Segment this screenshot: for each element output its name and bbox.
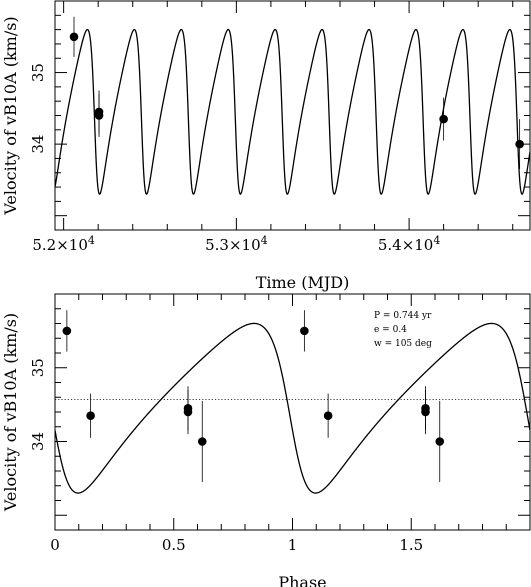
bot-x-tick-label: 1.5: [399, 536, 423, 554]
bottom-y-axis-label: Velocity of vB10A (km/s): [1, 313, 20, 512]
top-model-curve: [55, 28, 530, 195]
top-plot-frame: [54, 0, 531, 231]
bottom-x-axis-label: Phase: [278, 573, 326, 587]
bot-data-point: [197, 437, 207, 446]
bot-data-point: [435, 437, 445, 446]
bot-plot-area: [55, 322, 530, 494]
top-panel-time-series: Time (MJD) Velocity of vB10A (km/s) 5.2×…: [1, 0, 531, 292]
bot-y-tick-label: 35: [29, 358, 47, 377]
bot-model-curve: [55, 322, 530, 494]
top-x-tick-label: 5.4×104: [378, 234, 441, 254]
eccentricity-annotation: e = 0.4: [374, 325, 407, 335]
bot-plot-frame: [54, 293, 531, 531]
bottom-panel-phase-folded: Phase Velocity of vB10A (km/s) P = 0.744…: [1, 293, 531, 587]
top-data-point: [69, 32, 79, 42]
bot-x-tick-label: 0: [50, 536, 60, 554]
top-x-tick-label: 5.3×104: [205, 234, 268, 254]
top-data-point: [515, 139, 524, 149]
bot-data-point: [323, 411, 333, 420]
bot-data-point: [62, 326, 72, 336]
bot-data-point: [300, 326, 309, 336]
top-x-tick-label: 5.2×104: [32, 234, 95, 254]
bot-data-point: [421, 407, 430, 417]
bot-y-tick-label: 34: [29, 432, 47, 451]
omega-annotation: w = 105 deg: [374, 339, 432, 349]
bot-data-point: [183, 407, 193, 417]
top-data-point: [94, 111, 104, 120]
period-annotation: P = 0.744 yr: [374, 311, 432, 321]
bot-x-tick-label: 1: [288, 536, 298, 554]
top-y-tick-label: 35: [29, 63, 47, 82]
bot-x-tick-label: 0.5: [162, 536, 186, 554]
top-y-tick-label: 34: [29, 135, 47, 154]
top-data-point: [439, 114, 448, 124]
top-y-axis-label: Velocity of vB10A (km/s): [1, 16, 20, 215]
top-plot-area: [55, 28, 530, 195]
top-x-axis-label: Time (MJD): [256, 273, 350, 292]
bot-data-point: [86, 411, 95, 420]
